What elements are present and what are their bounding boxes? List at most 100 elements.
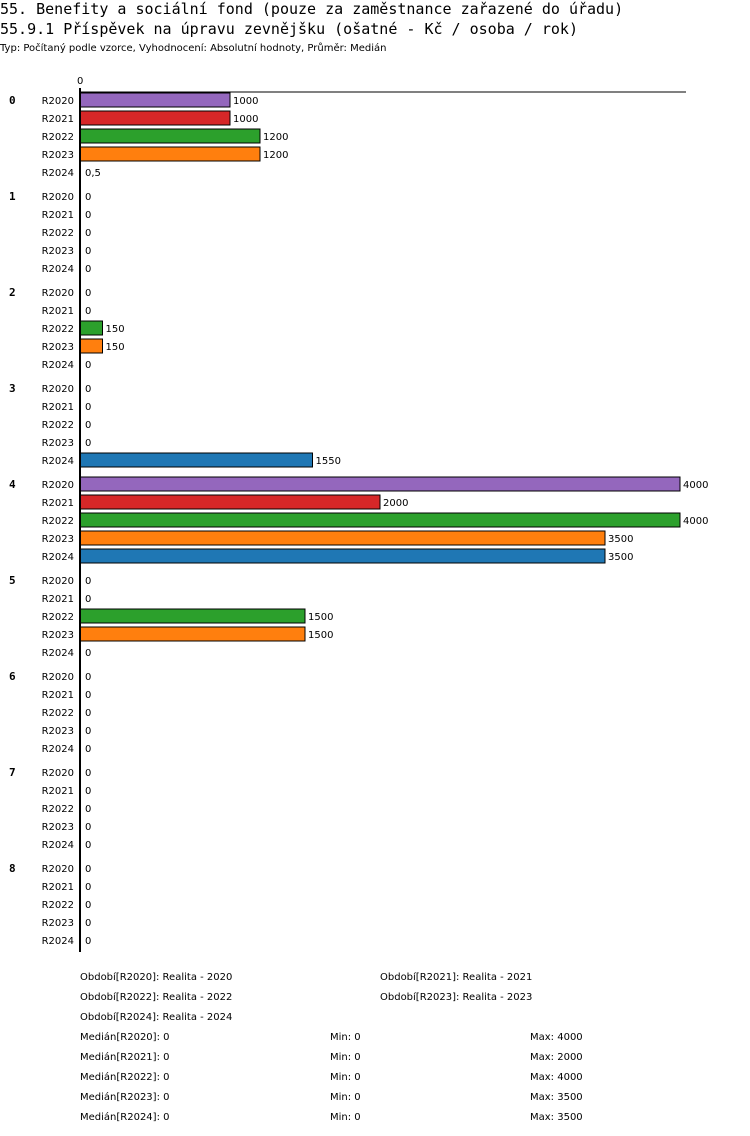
series-label: R2024 <box>42 264 74 275</box>
value-label: 1000 <box>233 114 258 125</box>
value-label: 0 <box>85 708 91 719</box>
series-label: R2023 <box>42 534 74 545</box>
value-label: 0 <box>85 264 91 275</box>
bar <box>79 476 681 492</box>
chart-title: 55. Benefity a sociální fond (pouze za z… <box>0 0 624 18</box>
series-label: R2024 <box>42 168 74 179</box>
category-label: 3 <box>9 382 16 395</box>
series-label: R2021 <box>42 306 74 317</box>
series-label: R2021 <box>42 690 74 701</box>
bar <box>79 92 231 108</box>
axis-zero-label: 0 <box>77 76 83 87</box>
category-label: 7 <box>9 766 16 779</box>
value-label: 0 <box>85 306 91 317</box>
stat-max-r2024: Max: 3500 <box>530 1112 583 1123</box>
series-label: R2024 <box>42 648 74 659</box>
series-label: R2021 <box>42 594 74 605</box>
category-label: 6 <box>9 670 16 683</box>
value-label: 0 <box>85 384 91 395</box>
series-label: R2023 <box>42 918 74 929</box>
stat-max-r2020: Max: 4000 <box>530 1032 583 1043</box>
value-label: 0 <box>85 768 91 779</box>
value-label: 4000 <box>683 516 708 527</box>
value-label: 0 <box>85 648 91 659</box>
value-label: 3500 <box>608 534 633 545</box>
value-label: 4000 <box>683 480 708 491</box>
value-label: 0 <box>85 288 91 299</box>
value-label: 1200 <box>263 150 288 161</box>
stat-median-r2020: Medián[R2020]: 0 <box>80 1032 170 1043</box>
value-label: 0 <box>85 864 91 875</box>
series-label: R2023 <box>42 246 74 257</box>
series-label: R2020 <box>42 768 74 779</box>
series-label: R2022 <box>42 132 74 143</box>
bar <box>79 110 231 126</box>
stat-median-r2024: Medián[R2024]: 0 <box>80 1112 170 1123</box>
chart-type-line: Typ: Počítaný podle vzorce, Vyhodnocení:… <box>0 43 387 54</box>
series-label: R2022 <box>42 708 74 719</box>
series-label: R2024 <box>42 360 74 371</box>
series-label: R2022 <box>42 324 74 335</box>
series-label: R2022 <box>42 612 74 623</box>
series-label: R2022 <box>42 516 74 527</box>
value-label: 0 <box>85 882 91 893</box>
legend-period-r2023: Období[R2023]: Realita - 2023 <box>380 992 533 1003</box>
series-label: R2023 <box>42 726 74 737</box>
bar <box>79 494 381 510</box>
category-label: 2 <box>9 286 16 299</box>
bar <box>79 128 261 144</box>
series-label: R2020 <box>42 96 74 107</box>
value-label: 0 <box>85 360 91 371</box>
bar <box>79 608 306 624</box>
value-label: 0 <box>85 900 91 911</box>
stat-median-r2022: Medián[R2022]: 0 <box>80 1072 170 1083</box>
stat-min-r2022: Min: 0 <box>330 1072 361 1083</box>
value-label: 1550 <box>316 456 341 467</box>
stat-max-r2021: Max: 2000 <box>530 1052 583 1063</box>
value-label: 0 <box>85 228 91 239</box>
value-label: 0 <box>85 420 91 431</box>
series-label: R2023 <box>42 630 74 641</box>
series-label: R2020 <box>42 576 74 587</box>
series-label: R2024 <box>42 456 74 467</box>
value-label: 0 <box>85 594 91 605</box>
stat-median-r2021: Medián[R2021]: 0 <box>80 1052 170 1063</box>
value-label: 0 <box>85 822 91 833</box>
value-label: 1500 <box>308 612 333 623</box>
chart-subtitle: 55.9.1 Příspěvek na úpravu zevnějšku (oš… <box>0 20 578 38</box>
stat-max-r2023: Max: 3500 <box>530 1092 583 1103</box>
stat-min-r2021: Min: 0 <box>330 1052 361 1063</box>
series-label: R2022 <box>42 804 74 815</box>
value-label: 1200 <box>263 132 288 143</box>
series-label: R2024 <box>42 744 74 755</box>
value-label: 1000 <box>233 96 258 107</box>
series-label: R2021 <box>42 882 74 893</box>
legend-period-r2021: Období[R2021]: Realita - 2021 <box>380 972 533 983</box>
legend-period-r2024: Období[R2024]: Realita - 2024 <box>80 1012 233 1023</box>
value-label: 3500 <box>608 552 633 563</box>
value-label: 0 <box>85 576 91 587</box>
series-label: R2023 <box>42 150 74 161</box>
value-label: 150 <box>106 342 125 353</box>
series-label: R2023 <box>42 822 74 833</box>
series-label: R2020 <box>42 288 74 299</box>
bar <box>79 512 681 528</box>
value-label: 0 <box>85 402 91 413</box>
series-label: R2021 <box>42 498 74 509</box>
series-label: R2021 <box>42 114 74 125</box>
value-label: 0 <box>85 840 91 851</box>
value-label: 0 <box>85 210 91 221</box>
stat-max-r2022: Max: 4000 <box>530 1072 583 1083</box>
series-label: R2021 <box>42 210 74 221</box>
stat-min-r2020: Min: 0 <box>330 1032 361 1043</box>
stat-median-r2023: Medián[R2023]: 0 <box>80 1092 170 1103</box>
bar <box>79 320 103 336</box>
value-label: 1500 <box>308 630 333 641</box>
stat-min-r2024: Min: 0 <box>330 1112 361 1123</box>
value-label: 0 <box>85 246 91 257</box>
series-label: R2022 <box>42 228 74 239</box>
series-label: R2021 <box>42 786 74 797</box>
category-label: 1 <box>9 190 16 203</box>
series-label: R2020 <box>42 192 74 203</box>
